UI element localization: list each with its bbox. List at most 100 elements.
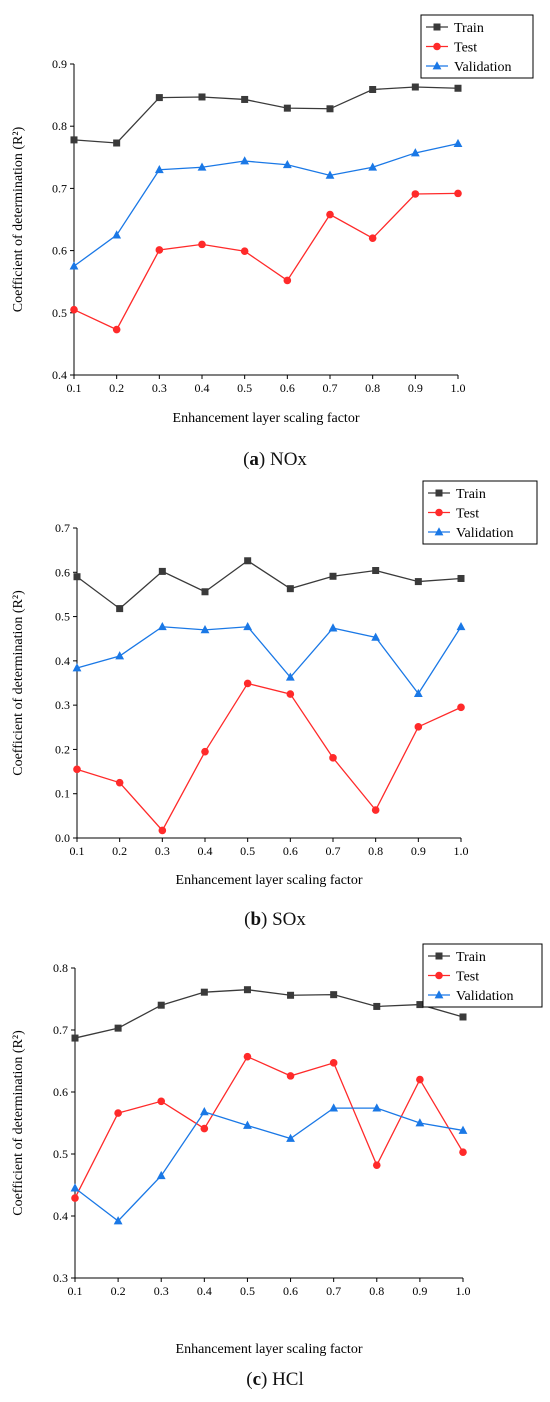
data-point-validation — [329, 1103, 339, 1112]
caption-text: SOx — [272, 909, 306, 930]
y-tick-label: 0.6 — [52, 244, 67, 258]
y-tick-label: 0.8 — [53, 961, 68, 975]
y-tick-label: 0.5 — [53, 1147, 68, 1161]
data-point-train — [244, 557, 252, 565]
legend-marker — [433, 42, 441, 51]
series-line-train — [73, 86, 459, 144]
data-point-validation — [243, 621, 253, 631]
data-point-validation — [199, 1107, 209, 1116]
data-point-test — [112, 325, 121, 334]
data-point-test — [329, 1059, 338, 1067]
data-point-validation — [371, 632, 381, 641]
data-point-train — [116, 605, 124, 613]
x-tick-label: 1.0 — [451, 381, 466, 395]
caption-label: c — [252, 1369, 261, 1390]
data-point-validation — [154, 164, 164, 174]
data-point-validation — [285, 672, 295, 681]
x-tick-label: 0.2 — [109, 381, 124, 395]
caption-text: HCl — [272, 1369, 304, 1390]
data-point-validation — [456, 621, 466, 631]
data-point-validation — [415, 1118, 425, 1127]
data-point-validation — [72, 663, 82, 672]
data-point-train — [200, 988, 208, 996]
data-point-train — [113, 139, 121, 147]
y-tick-label: 0.5 — [55, 610, 70, 624]
series-line-validation — [73, 142, 459, 267]
data-point-test — [240, 247, 249, 256]
data-point-train — [157, 1001, 165, 1009]
y-tick-label: 0.5 — [52, 306, 67, 320]
y-tick-label: 0.9 — [52, 57, 67, 71]
legend: Train Test Validation — [420, 14, 534, 79]
data-point-test — [115, 778, 124, 787]
data-point-test — [329, 754, 337, 762]
data-point-train — [287, 991, 295, 999]
data-point-validation — [410, 148, 420, 157]
data-point-test — [114, 1109, 122, 1117]
x-tick-label: 0.5 — [237, 381, 252, 395]
legend-label-validation: Validation — [456, 989, 514, 1004]
data-point-validation — [156, 1170, 166, 1180]
series-line-test — [76, 682, 462, 832]
data-point-train — [198, 93, 206, 101]
data-point-test — [243, 679, 252, 688]
legend-label-validation: Validation — [454, 60, 512, 75]
y-tick-label: 0.6 — [53, 1085, 68, 1099]
series-line-train — [76, 559, 462, 610]
data-point-validation — [325, 170, 335, 179]
x-tick-label: 0.1 — [68, 1284, 83, 1298]
y-axis-title: Coefficient of determination (R²) — [11, 1030, 26, 1216]
y-tick-label: 0.3 — [55, 698, 70, 712]
chart-sox: 0.1 0.2 0.3 0.4 0.5 0.6 0.7 0.8 0.9 1.00.00.10.20… — [11, 480, 538, 888]
data-point-validation — [328, 623, 338, 632]
data-point-test — [155, 246, 164, 254]
data-point-test — [198, 240, 206, 249]
x-tick-label: 0.2 — [112, 844, 127, 858]
y-tick-label: 0.2 — [55, 742, 70, 756]
data-point-train — [283, 104, 291, 112]
data-point-test — [454, 189, 462, 198]
y-tick-label: 0.3 — [53, 1271, 68, 1285]
x-tick-label: 1.0 — [456, 1284, 471, 1298]
legend-marker — [435, 971, 443, 980]
chart-nox: 0.1 0.2 0.3 0.4 0.5 0.6 0.7 0.8 0.9 1.0 0.4 0.5 0.6 0… — [11, 14, 534, 426]
data-point-test — [201, 747, 209, 756]
x-tick-label: 0.4 — [195, 381, 210, 395]
y-tick-label: 0.4 — [52, 368, 67, 382]
data-point-test — [457, 703, 465, 712]
data-point-train — [329, 572, 337, 580]
data-point-train — [416, 1001, 424, 1009]
series-line-test — [74, 1055, 464, 1199]
y-tick-label: 0.4 — [55, 654, 70, 668]
data-point-validation — [372, 1103, 382, 1112]
data-point-validation — [453, 138, 463, 148]
data-point-train — [241, 95, 249, 103]
x-axis-title: Enhancement layer scaling factor — [173, 411, 360, 426]
data-point-test — [414, 723, 423, 731]
data-point-validation — [286, 1133, 295, 1142]
data-point-train — [369, 86, 377, 94]
data-point-train — [414, 578, 422, 586]
y-tick-label: 0.6 — [55, 565, 70, 579]
data-point-validation — [240, 156, 250, 165]
legend-label-test: Test — [456, 970, 479, 985]
data-point-train — [459, 1013, 467, 1021]
x-tick-label: 0.8 — [368, 844, 383, 858]
caption-label: a — [249, 449, 259, 470]
legend-label-test: Test — [454, 41, 477, 56]
legend-marker — [435, 952, 443, 960]
caption-hcl: (c) HCl — [246, 1369, 304, 1390]
y-tick-label: 0.8 — [52, 119, 67, 133]
data-point-test — [73, 765, 81, 774]
data-point-train — [454, 84, 462, 92]
data-point-validation — [458, 1125, 468, 1134]
data-point-validation — [413, 688, 423, 698]
legend-label-train: Train — [454, 21, 484, 36]
data-point-validation — [70, 1183, 80, 1192]
x-tick-label: 0.2 — [111, 1284, 126, 1298]
caption-nox: (a) NOx — [243, 449, 307, 470]
data-point-validation — [157, 621, 167, 631]
legend-marker — [434, 990, 444, 999]
data-point-test — [158, 826, 167, 835]
caption-label: b — [250, 909, 262, 930]
